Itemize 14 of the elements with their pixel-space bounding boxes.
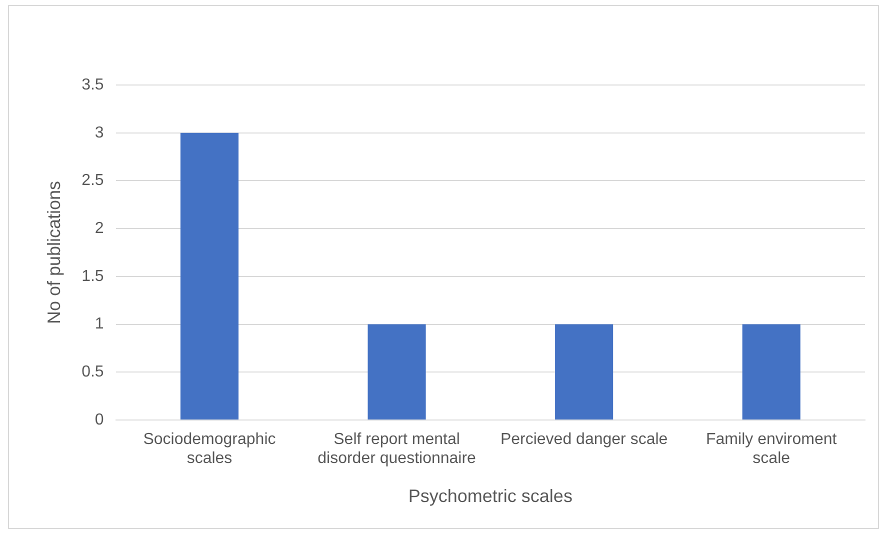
x-tick-label: Self report mental disorder questionnaire	[318, 431, 476, 468]
y-axis-title: No of publications	[44, 180, 64, 324]
x-axis-title: Psychometric scales	[408, 486, 572, 506]
y-tick-label: 0	[94, 411, 104, 428]
y-tick-label: 2	[94, 220, 104, 237]
y-tick-label: 3.5	[82, 76, 104, 94]
x-tick-label: Family enviroment scale	[706, 431, 838, 468]
x-tick-label: Sociodemographic scales	[143, 431, 276, 468]
x-tick-label: Percieved danger scale	[500, 431, 668, 448]
y-tick-label: 2.5	[82, 172, 104, 190]
y-tick-label: 3	[94, 124, 104, 142]
y-tick-label: 1.5	[82, 268, 104, 285]
y-tick-label: 1	[94, 316, 104, 333]
y-tick-label: 0.5	[82, 364, 104, 381]
